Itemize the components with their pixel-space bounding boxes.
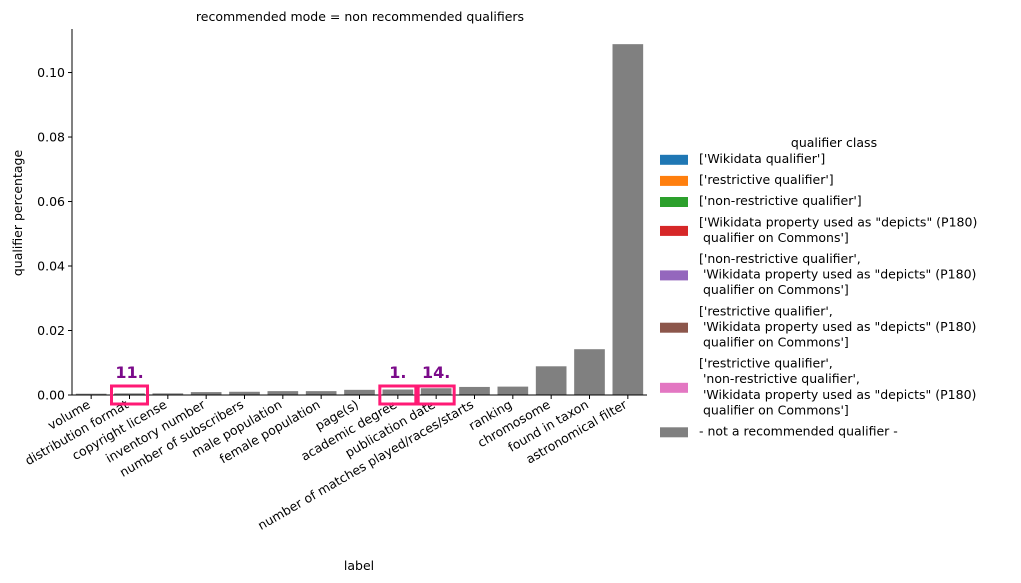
- legend-label-line: qualifier on Commons']: [699, 402, 849, 417]
- legend-label-line: ['non-restrictive qualifier']: [699, 193, 862, 208]
- legend-label-line: qualifier on Commons']: [699, 335, 849, 350]
- bar-10: [459, 386, 490, 395]
- legend-swatch-1: [660, 175, 688, 186]
- legend-label-4: ['non-restrictive qualifier', 'Wikidata …: [699, 251, 976, 297]
- legend-swatch-0: [660, 154, 688, 165]
- bar-1: [114, 393, 145, 395]
- legend-title: qualifier class: [791, 135, 877, 150]
- bar-0: [75, 393, 107, 395]
- x-axis-label: label: [344, 558, 374, 573]
- annotations: 11. 1. 14.: [110, 363, 456, 406]
- legend-label-line: ['Wikidata property used as "depicts" (P…: [699, 214, 977, 229]
- y-tick-label-3: 0.06: [37, 194, 65, 209]
- legend-label-line: ['restrictive qualifier']: [699, 172, 834, 187]
- y-tick-label-4: 0.08: [37, 130, 65, 145]
- bar-2: [152, 393, 184, 395]
- legend-label-line: ['non-restrictive qualifier',: [699, 251, 861, 266]
- bar-9: [420, 388, 452, 395]
- bar-7: [344, 389, 375, 395]
- y-axis-label: qualifier percentage: [10, 150, 25, 277]
- legend-label-line: 'Wikidata property used as "depicts" (P1…: [699, 267, 976, 282]
- legend-label-0: ['Wikidata qualifier']: [699, 151, 825, 166]
- legend-label-2: ['non-restrictive qualifier']: [699, 193, 862, 208]
- highlight-box-2: [416, 384, 456, 406]
- legend-label-line: ['restrictive qualifier',: [699, 303, 833, 318]
- legend-swatch-6: [660, 382, 688, 393]
- plot-area: [75, 44, 644, 396]
- legend-label-5: ['restrictive qualifier', 'Wikidata prop…: [699, 303, 976, 349]
- bar-6: [305, 391, 337, 395]
- bar-5: [267, 391, 299, 395]
- legend-swatch-3: [660, 225, 688, 236]
- bar-14: [612, 44, 644, 396]
- legend-label-line: - not a recommended qualifier -: [699, 424, 898, 439]
- legend-label-1: ['restrictive qualifier']: [699, 172, 834, 187]
- bar-8: [382, 389, 414, 395]
- legend-swatch-2: [660, 197, 688, 207]
- legend-label-line: 'Wikidata property used as "depicts" (P1…: [699, 319, 976, 334]
- annotation-label-1: 1.: [389, 363, 406, 382]
- legend-label-line: 'non-restrictive qualifier',: [699, 371, 860, 386]
- legend-label-line: qualifier on Commons']: [699, 282, 849, 297]
- bar-13: [574, 349, 605, 395]
- legend-swatch-4: [660, 270, 688, 281]
- legend: qualifier class ['Wikidata qualifier'] ['…: [660, 135, 977, 439]
- legend-label-3: ['Wikidata property used as "depicts" (P…: [699, 214, 977, 245]
- legend-label-line: 'Wikidata property used as "depicts" (P1…: [699, 387, 976, 402]
- y-axis: 0.00 0.02 0.04 0.06 0.08 0.10: [37, 29, 73, 403]
- highlight-box-0: [110, 384, 149, 406]
- annotation-label-0: 11.: [115, 363, 143, 382]
- bar-12: [535, 366, 567, 395]
- y-tick-label-5: 0.10: [37, 65, 65, 80]
- y-tick-label-1: 0.02: [37, 323, 65, 338]
- highlight-box-1: [378, 384, 418, 406]
- y-tick-label-2: 0.04: [37, 259, 65, 274]
- annotation-label-2: 14.: [422, 363, 450, 382]
- y-tick-label-0: 0.00: [37, 388, 65, 403]
- legend-swatch-5: [660, 322, 688, 333]
- bar-3: [190, 392, 222, 395]
- bar-11: [497, 386, 529, 395]
- legend-swatch-7: [660, 427, 688, 438]
- legend-label-line: qualifier on Commons']: [699, 230, 849, 245]
- legend-label-6: ['restrictive qualifier', 'non-restricti…: [699, 356, 976, 418]
- bar-4: [229, 391, 260, 395]
- chart-title: recommended mode = non recommended quali…: [196, 9, 524, 24]
- legend-label-line: ['restrictive qualifier',: [699, 356, 833, 371]
- legend-label-7: - not a recommended qualifier -: [699, 424, 898, 439]
- legend-label-line: ['Wikidata qualifier']: [699, 151, 825, 166]
